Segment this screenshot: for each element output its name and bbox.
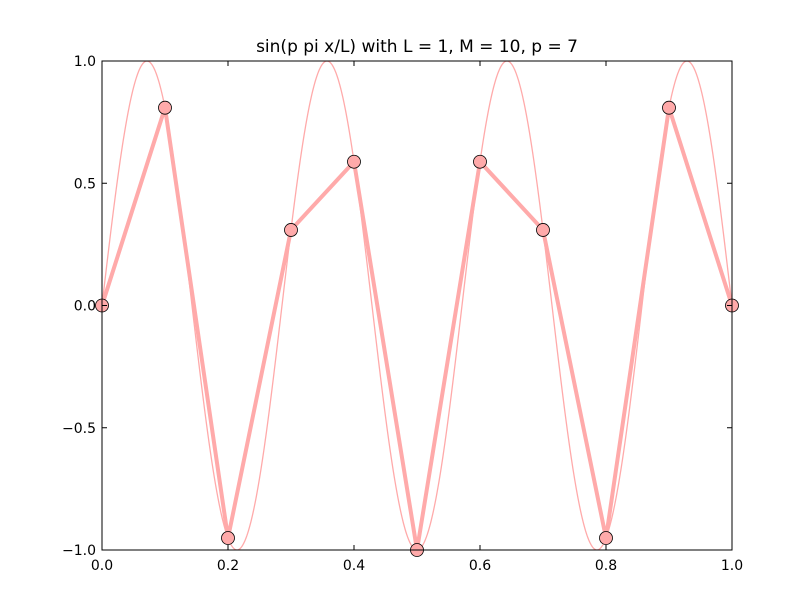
data-point-marker <box>284 223 298 237</box>
chart-title: sin(p pi x/L) with L = 1, M = 10, p = 7 <box>256 37 578 57</box>
y-tick-label: 1.0 <box>74 54 96 70</box>
x-tick-label: 0.4 <box>343 558 365 574</box>
marker-layer <box>95 100 739 557</box>
x-tick-label: 0.0 <box>91 558 113 574</box>
x-tick-label: 0.2 <box>217 558 239 574</box>
data-point-marker <box>536 223 550 237</box>
series-layer <box>102 61 732 550</box>
axes-background <box>102 61 732 550</box>
series-sampled-line <box>102 107 732 550</box>
data-point-marker <box>221 531 235 545</box>
tick-layer: 0.0 0.2 0.4 0.6 0.8 1.0 −1.0 −0.5 0.0 0.5 1.0 <box>62 54 743 574</box>
data-point-marker <box>473 154 487 169</box>
data-point-marker <box>158 100 172 115</box>
data-point-marker <box>662 100 676 115</box>
plot-area: 0.0 0.2 0.4 0.6 0.8 1.0 −1.0 −0.5 0.0 0.5 1.0 <box>62 54 743 574</box>
x-tick-label: 0.6 <box>469 558 491 574</box>
x-tick-label: 1.0 <box>721 558 743 574</box>
series-continuous-curve <box>102 61 732 550</box>
x-tick-label: 0.8 <box>595 558 617 574</box>
data-point-marker <box>599 531 613 545</box>
data-point-marker <box>347 154 361 169</box>
y-tick-label: −1.0 <box>62 543 96 559</box>
y-tick-label: 0.5 <box>74 176 96 192</box>
y-tick-label: −0.5 <box>62 421 96 437</box>
y-tick-label: 0.0 <box>74 299 96 315</box>
